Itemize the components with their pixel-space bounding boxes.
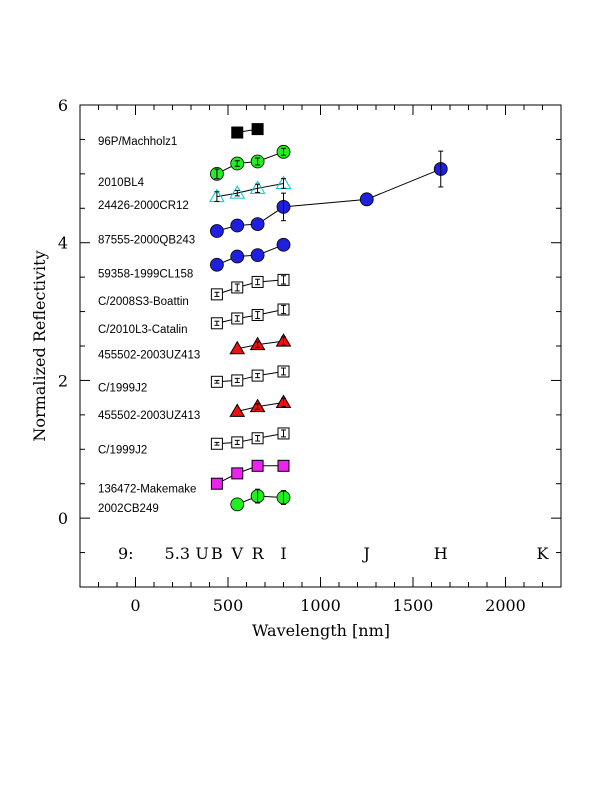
y-tick-label: 2 <box>58 371 68 390</box>
series-label: 2002CB249 <box>98 503 159 515</box>
axes: 0 500 1000 1500 2000 0 2 4 6 <box>58 96 562 615</box>
series-label: 136472-Makemake <box>98 484 196 496</box>
data-point <box>210 477 223 490</box>
data-point <box>231 126 244 139</box>
series-6 <box>210 303 290 330</box>
series-8 <box>210 365 290 388</box>
series-3 <box>209 150 448 238</box>
series-line <box>216 183 284 198</box>
series-label: C/2010L3-Catalin <box>98 324 188 336</box>
series-12 <box>230 488 291 512</box>
data-point <box>229 340 246 355</box>
data-point <box>251 123 264 136</box>
series-7 <box>229 333 292 355</box>
series-line <box>216 168 441 232</box>
series-label: 2010BL4 <box>98 177 145 189</box>
y-axis-label: Normalized Reflectivity <box>30 250 49 441</box>
series-label: 59358-1999CL158 <box>98 269 193 281</box>
data-point <box>229 185 246 199</box>
object-labels: 96P/Machholz1 2010BL4 24426-2000CR12 87555-… <box>98 136 200 515</box>
series-line <box>216 279 284 295</box>
series-line <box>216 309 284 324</box>
data-point <box>359 192 374 207</box>
series-line <box>216 151 284 175</box>
band-label-J: J <box>362 544 370 563</box>
series-label: C/1999J2 <box>98 382 147 394</box>
data-point <box>230 218 245 233</box>
data-point <box>209 257 224 272</box>
series-line <box>216 465 284 485</box>
data-point <box>209 224 224 238</box>
data-point <box>230 249 245 264</box>
band-label-I: I <box>280 544 286 563</box>
series-label: 455502-2003UZ413 <box>98 410 200 422</box>
series-line <box>216 432 284 445</box>
series-label: C/2008S3-Boattin <box>98 296 189 308</box>
y-tick-label: 6 <box>58 96 68 115</box>
data-point <box>231 467 244 480</box>
data-point <box>249 180 266 194</box>
band-label-V: V <box>230 544 243 563</box>
series-line <box>216 244 284 266</box>
x-tick-label: 1500 <box>393 596 434 615</box>
series-1 <box>209 144 291 181</box>
series-11 <box>210 459 290 490</box>
series-layer <box>209 123 448 512</box>
series-line <box>216 370 284 383</box>
band-label-R: R <box>252 544 265 563</box>
series-label: 455502-2003UZ413 <box>98 349 200 361</box>
series-label: 96P/Machholz1 <box>98 136 177 148</box>
x-tick-label: 1000 <box>300 596 341 615</box>
data-point <box>276 237 291 252</box>
x-axis-label: Wavelength [nm] <box>252 621 390 640</box>
series-5 <box>210 273 290 301</box>
series-label: 87555-2000QB243 <box>98 234 195 246</box>
band-label-H: H <box>434 544 448 563</box>
data-point <box>251 459 264 472</box>
series-9 <box>229 394 292 417</box>
data-point <box>250 248 265 263</box>
x-tick-label: 2000 <box>485 596 526 615</box>
y-tick-label: 0 <box>58 509 68 528</box>
data-point <box>250 217 265 232</box>
series-4 <box>209 237 291 272</box>
series-2 <box>209 175 292 203</box>
band-label-U: U <box>195 544 208 563</box>
series-0 <box>231 123 264 139</box>
band-annotation: 9: 5.3 U B V R I J H K <box>118 544 550 563</box>
band-label-B: B <box>211 544 223 563</box>
band-prefix: 9: <box>118 544 134 563</box>
x-tick-label: 500 <box>213 596 244 615</box>
series-label: C/1999J2 <box>98 444 147 456</box>
band-label-K: K <box>537 544 550 563</box>
data-point <box>277 459 290 472</box>
series-label: 24426-2000CR12 <box>98 200 189 212</box>
y-tick-label: 4 <box>58 234 68 253</box>
series-10 <box>210 427 290 450</box>
x-tick-label: 0 <box>130 596 140 615</box>
band-value: 5.3 <box>165 544 190 563</box>
data-point <box>230 497 245 512</box>
data-point <box>229 403 246 417</box>
